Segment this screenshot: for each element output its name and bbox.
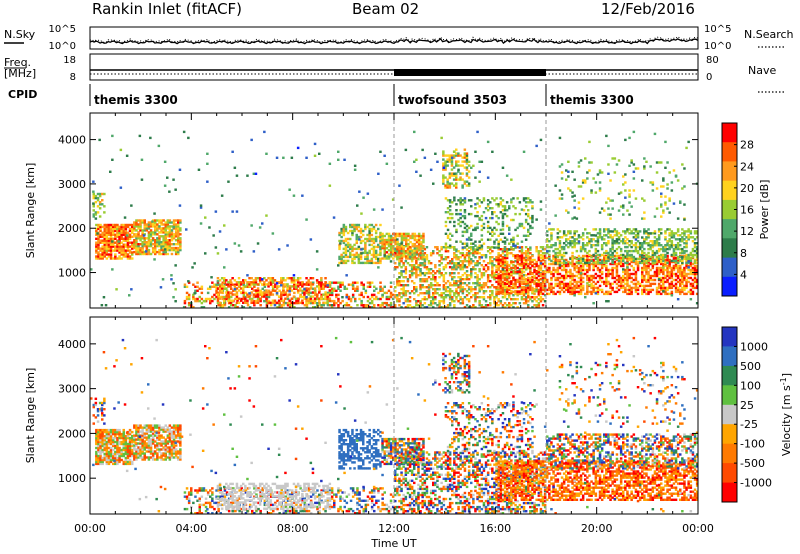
velocity-colorbar-tick-6: -500 <box>740 457 765 470</box>
freq-label: Freq. <box>4 56 32 69</box>
velocity-y-axis-label: Slant Range [km] <box>24 368 37 464</box>
power-y-tick-label-3: 4000 <box>58 134 86 147</box>
power-colorbar-swatch-5 <box>722 219 737 239</box>
power-colorbar-label: Power [dB] <box>758 180 771 240</box>
velocity-colorbar-tick-3: 25 <box>740 399 754 412</box>
nave-tick-top: 80 <box>706 55 719 66</box>
velocity-colorbar-swatch-7 <box>722 463 737 483</box>
nsky-tick-top: 10^5 <box>49 24 76 35</box>
velocity-y-tick-label-3: 4000 <box>58 338 86 351</box>
velocity-colorbar-swatch-8 <box>722 482 737 503</box>
power-y-tick-label-0: 1000 <box>58 267 86 280</box>
velocity-colorbar-swatch-5 <box>722 424 737 445</box>
x-axis-label: Time UT <box>370 537 416 550</box>
power-y-tick-label-1: 2000 <box>58 222 86 235</box>
velocity-colorbar-tick-7: -1000 <box>740 477 772 490</box>
cpid-segment-1: twofsound 3503 <box>398 93 507 107</box>
power-colorbar-swatch-3 <box>722 180 737 201</box>
nave-label: Nave <box>748 64 777 77</box>
freq-panel-frame <box>89 53 699 81</box>
velocity-colorbar-swatch-2 <box>722 365 737 386</box>
velocity-colorbar-frame <box>721 326 738 503</box>
power-colorbar-swatch-6 <box>722 238 737 258</box>
velocity-y-tick-label-0: 1000 <box>58 472 86 485</box>
velocity-colorbar-tick-4: -25 <box>740 418 758 431</box>
velocity-colorbar-tick-1: 500 <box>740 360 761 373</box>
velocity-colorbar-swatch-3 <box>722 385 737 406</box>
x-tick-label-5: 20:00 <box>581 522 613 535</box>
velocity-colorbar-swatch-0 <box>722 327 737 347</box>
nave-tick-bottom: 0 <box>706 72 712 83</box>
velocity-y-tick-label-1: 2000 <box>58 427 86 440</box>
velocity-colorbar-tick-2: 100 <box>740 379 761 392</box>
freq-tick-top: 18 <box>63 55 76 66</box>
nsky-panel-frame <box>89 26 699 50</box>
cpid-label: CPID <box>8 88 38 101</box>
power-colorbar-tick-1: 8 <box>740 247 747 260</box>
nsky-series-line <box>89 37 699 45</box>
power-colorbar-swatch-8 <box>722 276 737 297</box>
velocity-colorbar-tick-5: -100 <box>740 438 765 451</box>
station-title: Rankin Inlet (fitACF) <box>92 0 243 18</box>
velocity-colorbar-label: Velocity [m s-1] <box>779 373 794 456</box>
velocity-colorbar-tick-0: 1000 <box>740 340 768 353</box>
power-colorbar-swatch-7 <box>722 257 737 278</box>
power-colorbar-swatch-1 <box>722 142 737 162</box>
cpid-segment-2: themis 3300 <box>550 93 634 107</box>
nsearch-tick-bottom: 10^0 <box>704 41 731 52</box>
cpid-segment-0: themis 3300 <box>94 93 178 107</box>
freq-unit-label: [MHz] <box>4 67 37 80</box>
x-tick-label-4: 16:00 <box>479 522 511 535</box>
nsky-label: N.Sky <box>4 28 36 41</box>
twofsound-freq-band <box>394 69 546 76</box>
x-tick-label-3: 12:00 <box>378 522 410 535</box>
freq-tick-bottom: 8 <box>70 72 76 83</box>
x-tick-label-2: 08:00 <box>277 522 309 535</box>
power-data-cells <box>90 130 699 309</box>
power-colorbar-swatch-2 <box>722 161 737 182</box>
beam-title: Beam 02 <box>352 0 420 18</box>
power-colorbar-swatch-4 <box>722 199 737 220</box>
x-tick-label-6: 00:00 <box>682 522 714 535</box>
nsearch-label: N.Search <box>744 28 794 41</box>
velocity-colorbar-swatch-4 <box>722 404 737 425</box>
velocity-y-tick-label-2: 3000 <box>58 383 86 396</box>
nsearch-series-line <box>89 35 699 44</box>
nsearch-tick-top: 10^5 <box>704 24 731 35</box>
x-tick-label-0: 00:00 <box>74 522 106 535</box>
velocity-colorbar-swatch-1 <box>722 346 737 367</box>
power-colorbar-tick-5: 24 <box>740 160 754 173</box>
power-y-tick-label-2: 3000 <box>58 178 86 191</box>
power-colorbar-tick-2: 12 <box>740 225 754 238</box>
power-colorbar-tick-4: 20 <box>740 182 754 195</box>
power-colorbar-tick-6: 28 <box>740 139 754 152</box>
velocity-colorbar-swatch-6 <box>722 443 737 464</box>
velocity-data-cells <box>90 336 699 515</box>
date-title: 12/Feb/2016 <box>601 0 695 18</box>
power-colorbar-tick-3: 16 <box>740 204 754 217</box>
x-tick-label-1: 04:00 <box>175 522 207 535</box>
power-colorbar-tick-0: 4 <box>740 268 747 281</box>
power-y-axis-label: Slant Range [km] <box>24 163 37 259</box>
power-colorbar-swatch-0 <box>722 123 737 143</box>
nsky-tick-bottom: 10^0 <box>49 41 76 52</box>
